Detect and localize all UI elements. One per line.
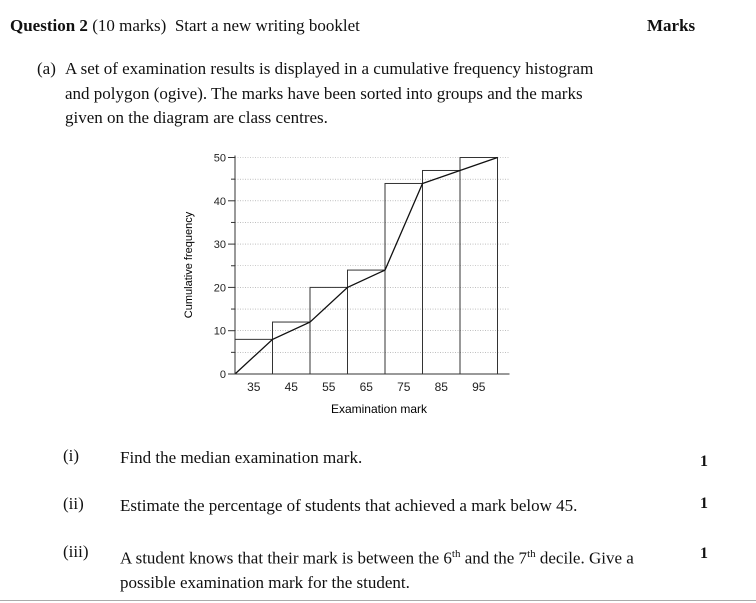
- subpart-iii-label: (iii): [63, 542, 89, 561]
- histogram-bar: [347, 269, 386, 375]
- subpart-i-marks: 1: [700, 453, 708, 470]
- part-a: (a) A set of examination results is disp…: [37, 57, 657, 131]
- part-a-line1: A set of examination results is displaye…: [65, 59, 594, 78]
- x-tick-label: 95: [472, 380, 486, 394]
- x-axis-label: Examination mark: [331, 402, 428, 416]
- chart-svg: 0 10 20 30 40 50 35 45 55 65 75 85 95 Cumulative fre…: [183, 153, 510, 416]
- y-tick-label: 20: [214, 282, 226, 294]
- superscript-th-1: th: [451, 548, 461, 560]
- y-tick-label: 0: [220, 369, 226, 381]
- histogram-bar: [309, 286, 348, 375]
- histogram-bar: [272, 321, 311, 375]
- histogram-bar: [384, 182, 423, 375]
- subpart-i-text: Find the median examination mark.: [120, 448, 363, 467]
- subpart-iii-text-a: A student knows that their mark is betwe…: [120, 548, 452, 568]
- y-tick-label: 10: [214, 326, 226, 338]
- question-number: Question 2: [10, 16, 88, 35]
- instruction: Start a new writing booklet: [174, 16, 360, 35]
- subpart-iii-text: A student knows that their mark is betwe…: [120, 542, 695, 595]
- subpart-ii-label: (ii): [63, 494, 84, 513]
- axes: 0 10 20 30 40 50 35 45 55 65 75 85 95: [214, 153, 510, 394]
- x-tick-label: 65: [360, 380, 374, 394]
- y-tick-label: 30: [214, 239, 226, 251]
- subpart-ii-text: Estimate the percentage of students that…: [120, 496, 578, 515]
- question-title: Question 2 (10 marks) Start a new writin…: [10, 16, 360, 36]
- x-tick-label: 75: [397, 380, 411, 394]
- subpart-iii-marks: 1: [700, 545, 708, 562]
- y-tick-label: 50: [214, 153, 226, 165]
- part-a-line2: and polygon (ogive). The marks have been…: [65, 83, 583, 103]
- histogram-bar: [422, 169, 461, 375]
- histogram-bar: [459, 157, 498, 375]
- subpart-iii-text-b: and the 7: [460, 548, 528, 568]
- x-tick-label: 85: [435, 380, 449, 394]
- marks-note: (10 marks): [92, 16, 167, 35]
- ogive-polygon: [234, 156, 498, 375]
- part-a-line3: given on the diagram are class centres.: [65, 108, 328, 127]
- grid-lines: [235, 157, 510, 353]
- ogive-line: [234, 156, 498, 375]
- superscript-th-2: th: [527, 548, 536, 560]
- y-tick-label: 40: [214, 196, 226, 208]
- x-tick-label: 55: [322, 380, 336, 394]
- x-tick-label: 35: [247, 380, 261, 394]
- y-axis-label: Cumulative frequency: [183, 211, 195, 318]
- part-a-label: (a): [37, 59, 56, 78]
- page-bottom-border: [0, 600, 756, 601]
- x-tick-label: 45: [285, 380, 299, 394]
- marks-heading: Marks: [647, 16, 696, 35]
- cumulative-frequency-chart: 0 10 20 30 40 50 35 45 55 65 75 85 95 Cumulative fre…: [180, 147, 520, 422]
- subpart-iii-text-c: decile. Give a: [535, 548, 634, 568]
- subpart-iii-line2: possible examination mark for the studen…: [120, 572, 410, 592]
- subpart-ii-marks: 1: [700, 495, 708, 512]
- subpart-i-label: (i): [63, 446, 80, 465]
- histogram-bars: [234, 157, 498, 375]
